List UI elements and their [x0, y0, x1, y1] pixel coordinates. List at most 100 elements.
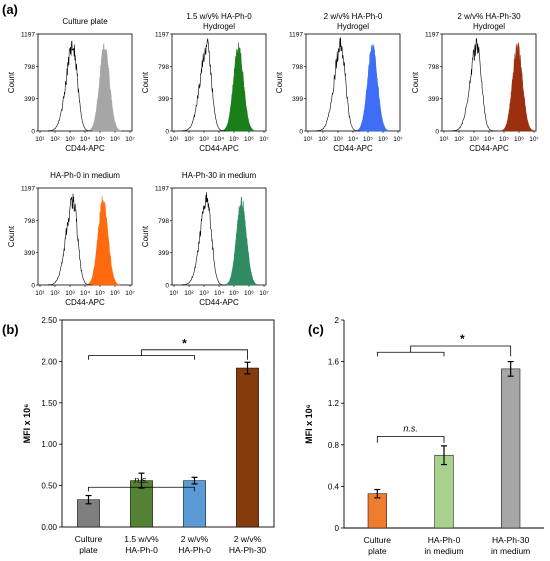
x-tick-label: 10⁵: [229, 136, 239, 143]
category-label: plate: [79, 545, 98, 555]
y-tick-label: 1.50: [41, 399, 57, 408]
histogram-title: Culture plate: [62, 17, 108, 26]
category-label: in medium: [491, 546, 530, 556]
significance-bracket-inner: [376, 351, 445, 357]
y-tick-label: 1197: [155, 186, 169, 193]
x-tick-label: 10³: [333, 136, 343, 143]
category-label: HA-Ph-0: [428, 535, 461, 545]
y-tick-label: 399: [24, 96, 35, 103]
y-tick-label: 0: [435, 129, 439, 136]
y-axis-label: Count: [411, 71, 420, 93]
histogram-plot: HA-Ph-0 in medium 0 399 798 1197 10¹ 10² 10³ 10⁴…: [7, 171, 135, 307]
control-histogram: [48, 193, 93, 286]
bar-chart-b: 0.00 0.50 1.00 1.50 2.00 2.50 MFI x 10⁶ Culture…: [22, 316, 275, 555]
histogram-panel: Culture plate 0 399 798 1197 10¹ 10² 10³ 10⁴ 10⁵ 1…: [7, 12, 539, 307]
y-tick-label: 0.00: [41, 523, 57, 532]
sample-histogram: [221, 42, 256, 132]
control-histogram: [182, 192, 227, 286]
control-histogram: [316, 37, 361, 132]
y-tick-label: 0: [335, 524, 340, 533]
histogram-title: Hydrogel: [337, 22, 369, 31]
x-axis-label: CD44-APC: [65, 144, 105, 153]
y-tick-label: 798: [158, 64, 169, 71]
x-tick-label: 10⁵: [95, 136, 105, 143]
y-tick-label: 399: [158, 250, 169, 257]
x-tick-label: 10¹: [35, 136, 45, 143]
y-tick-label: 0.4: [328, 482, 340, 491]
x-tick-label: 10¹: [35, 290, 45, 297]
significance-bracket-inner: [88, 355, 195, 360]
y-tick-label: 1.6: [328, 358, 340, 367]
x-tick-label: 10³: [199, 290, 209, 297]
histogram-title: 2 w/v% HA-Ph-0: [324, 12, 383, 21]
x-tick-label: 10⁴: [484, 136, 494, 143]
x-axis-label: CD44-APC: [469, 144, 509, 153]
y-axis-label: Count: [141, 225, 150, 247]
y-tick-label: 0: [165, 283, 169, 290]
y-tick-label: 0.8: [328, 441, 340, 450]
y-tick-label: 2.00: [41, 357, 57, 366]
y-tick-label: 399: [428, 96, 439, 103]
x-tick-label: 10⁴: [348, 136, 358, 143]
sample-histogram: [355, 43, 390, 132]
histogram-frame: [171, 33, 267, 132]
x-tick-label: 10⁷: [393, 136, 403, 143]
y-tick-label: 798: [158, 218, 169, 225]
category-label: in medium: [424, 546, 463, 556]
category-label: HA-Ph-30: [229, 545, 267, 555]
x-tick-label: 10⁷: [259, 290, 269, 297]
x-tick-label: 10³: [469, 136, 479, 143]
y-tick-label: 1197: [21, 186, 35, 193]
y-tick-label: 1197: [289, 32, 303, 39]
x-tick-label: 10⁵: [229, 290, 239, 297]
x-tick-label: 10²: [454, 136, 464, 143]
category-label: Culture: [75, 534, 103, 544]
x-tick-label: 10²: [318, 136, 328, 143]
y-tick-label: 1.00: [41, 440, 57, 449]
x-tick-label: 10⁵: [363, 136, 373, 143]
control-histogram: [182, 38, 227, 132]
histogram-title: HA-Ph-0 in medium: [50, 171, 120, 180]
histogram-title: HA-Ph-30 in medium: [182, 171, 257, 180]
histogram-frame: [37, 187, 133, 286]
panel-label-b: (b): [2, 322, 19, 337]
sample-histogram: [86, 196, 120, 286]
category-label: HA-Ph-0: [125, 545, 158, 555]
x-tick-label: 10⁷: [125, 136, 135, 143]
category-label: HA-Ph-30: [492, 535, 530, 545]
bar: [367, 493, 387, 529]
histogram-title: 1.5 w/v% HA-Ph-0: [186, 12, 252, 21]
y-tick-label: 1197: [155, 32, 169, 39]
x-tick-label: 10⁶: [110, 136, 120, 143]
ns-annotation: n.s.: [403, 423, 418, 433]
x-tick-label: 10²: [184, 290, 194, 297]
histogram-plot: HA-Ph-30 in medium 0 399 798 1197 10¹ 10² 10³ 10…: [141, 171, 269, 307]
x-axis-label: CD44-APC: [65, 298, 105, 307]
histogram-frame: [305, 33, 401, 132]
x-tick-label: 10³: [65, 290, 75, 297]
x-tick-label: 10⁵: [95, 290, 105, 297]
x-tick-label: 10⁴: [214, 136, 224, 143]
x-tick-label: 10¹: [169, 136, 179, 143]
x-tick-label: 10²: [50, 136, 60, 143]
x-tick-label: 10¹: [439, 136, 449, 143]
x-tick-label: 10²: [50, 290, 60, 297]
x-tick-label: 10⁶: [514, 136, 524, 143]
x-axis-label: CD44-APC: [199, 298, 239, 307]
y-tick-label: 1197: [21, 32, 35, 39]
control-histogram: [48, 40, 93, 132]
x-tick-label: 10⁶: [110, 290, 120, 297]
x-tick-label: 10⁶: [244, 290, 254, 297]
category-label: HA-Ph-0: [178, 545, 211, 555]
x-tick-label: 10¹: [169, 290, 179, 297]
y-tick-label: 798: [428, 64, 439, 71]
x-axis-label: CD44-APC: [333, 144, 373, 153]
y-tick-label: 399: [292, 96, 303, 103]
y-tick-label: 1.2: [328, 399, 340, 408]
bar: [236, 367, 259, 528]
bar: [501, 368, 521, 529]
x-tick-label: 10²: [184, 136, 194, 143]
